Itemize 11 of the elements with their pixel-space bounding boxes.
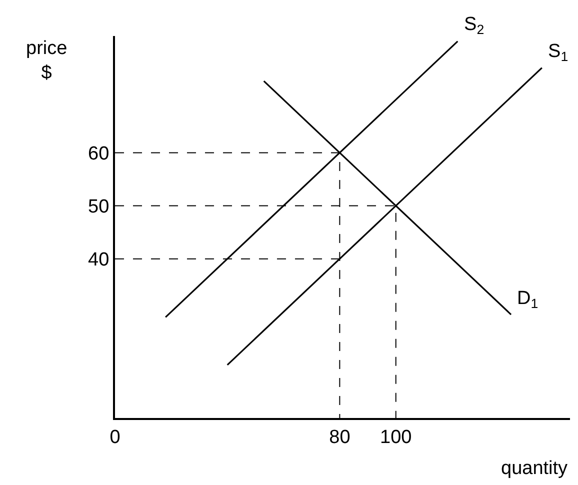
x-axis-title: quantity bbox=[501, 458, 568, 479]
y-axis-title: price $ bbox=[26, 38, 68, 84]
annotation: S$_{2}$ bbox=[464, 14, 484, 37]
x-tick-label: 100 bbox=[380, 426, 412, 448]
y-tick-label: 60 bbox=[88, 143, 110, 164]
x-tick-label: 0 bbox=[110, 426, 120, 448]
y-tick-label: 50 bbox=[88, 196, 110, 218]
x-tick-label: 80 bbox=[329, 426, 350, 448]
annotation: D$_{1}$ bbox=[517, 288, 538, 311]
annotation: S$_{1}$ bbox=[548, 41, 568, 64]
y-tick-label: 40 bbox=[88, 249, 110, 270]
